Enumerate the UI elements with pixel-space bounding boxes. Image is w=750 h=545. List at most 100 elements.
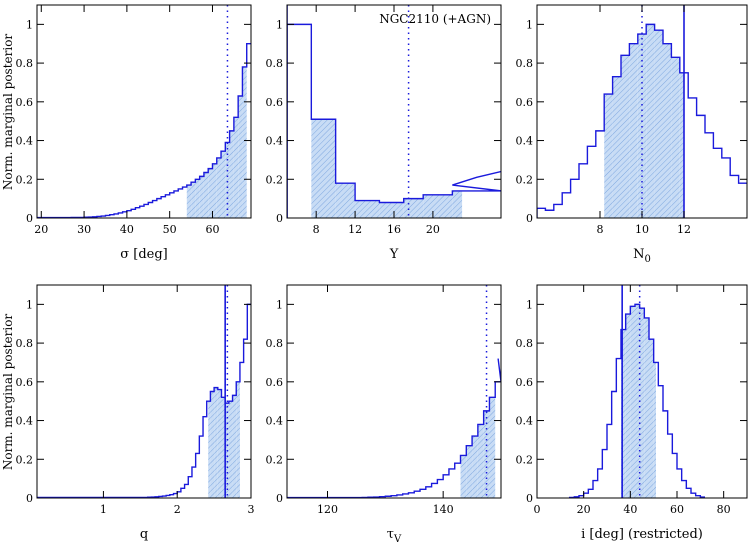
- y-tick-label: 1: [26, 298, 33, 311]
- x-tick-label: 140: [433, 503, 454, 516]
- panel-annotation: NGC2110 (+AGN): [379, 12, 491, 26]
- y-tick-label: 1: [526, 298, 533, 311]
- y-tick-label: 0.4: [16, 415, 34, 428]
- y-tick-label: 0: [526, 492, 533, 505]
- x-tick-label: 3: [248, 503, 255, 516]
- y-tick-label: 1: [276, 18, 283, 31]
- shaded-region: [635, 304, 640, 498]
- x-tick-label: 16: [387, 223, 401, 236]
- x-axis-label-main: N: [633, 247, 644, 262]
- x-tick-label: 60: [670, 503, 684, 516]
- shaded-region: [221, 397, 226, 498]
- y-tick-label: 1: [526, 18, 533, 31]
- shaded-region: [649, 339, 654, 498]
- y-tick-label: 0.8: [16, 337, 34, 350]
- axes-frame: [36, 284, 252, 499]
- shaded-region: [212, 163, 217, 218]
- panel-2: 8 12 16 20 0 0.2 0.4 0.6 0.8 1 Y NGC2110 (+AGN): [266, 4, 502, 262]
- x-tick-label: 50: [163, 223, 177, 236]
- y-tick-label: 0.2: [16, 173, 34, 186]
- y-tick-label: 0.4: [516, 135, 534, 148]
- shaded-region: [199, 176, 204, 218]
- x-tick-label: 8: [313, 223, 320, 236]
- x-axis-label: τV: [387, 527, 402, 545]
- shaded-region: [489, 397, 496, 498]
- shaded-region: [195, 179, 200, 218]
- shaded-region: [663, 43, 672, 218]
- y-tick-label: 0.6: [516, 376, 534, 389]
- shaded-region: [644, 317, 649, 498]
- axes-frame: [36, 4, 252, 219]
- shaded-region: [472, 436, 478, 498]
- shaded-region: [654, 30, 663, 218]
- shaded-region: [483, 410, 490, 498]
- shaded-region: [208, 401, 211, 498]
- x-tick-label: 120: [317, 503, 338, 516]
- shaded-region: [217, 389, 222, 498]
- plot-area: [37, 285, 251, 498]
- shaded-region: [355, 200, 380, 218]
- y-tick-label: 0.8: [516, 57, 534, 70]
- x-tick-label: 12: [348, 223, 362, 236]
- x-tick-label: 30: [77, 223, 91, 236]
- shaded-region: [228, 401, 233, 498]
- x-tick-label: 20: [34, 223, 48, 236]
- shaded-region: [621, 55, 630, 218]
- axes-frame: [536, 284, 748, 499]
- x-tick-label: 1: [100, 503, 107, 516]
- y-tick-label: 0.2: [516, 173, 534, 186]
- y-tick-label: 0.2: [516, 453, 534, 466]
- y-tick-label: 0.2: [16, 453, 34, 466]
- y-tick-label: 0.4: [516, 415, 534, 428]
- shaded-region: [604, 94, 613, 218]
- y-tick-label: 1: [26, 18, 33, 31]
- shaded-region: [233, 117, 239, 218]
- y-tick-label: 0.4: [266, 415, 284, 428]
- shaded-region: [238, 96, 243, 218]
- posterior-histogram: [37, 303, 251, 498]
- shaded-region: [630, 306, 635, 498]
- shaded-region: [423, 194, 453, 218]
- y-tick-label: 0.4: [266, 135, 284, 148]
- shaded-region: [477, 424, 484, 498]
- y-tick-label: 0.6: [16, 96, 34, 109]
- panel-4: 1 2 3 0 0.2 0.4 0.6 0.8 1 q: [16, 284, 255, 542]
- x-axis-label: i [deg] (restricted): [581, 527, 703, 542]
- y-tick-label: 0.8: [516, 337, 534, 350]
- y-tick-label: 0.6: [516, 96, 534, 109]
- y-tick-label: 0: [526, 212, 533, 225]
- plot-area: [37, 5, 251, 218]
- axes-frame: [286, 284, 502, 499]
- y-tick-label: 0: [26, 212, 33, 225]
- x-axis-label-main: τ: [387, 527, 394, 542]
- y-tick-label: 0.6: [266, 96, 284, 109]
- shaded-region: [229, 130, 234, 218]
- shaded-region: [646, 24, 655, 218]
- shaded-region: [225, 142, 230, 218]
- y-axis-label-bottom: Norm. marginal posterior: [1, 314, 15, 471]
- x-tick-label: 20: [577, 503, 591, 516]
- y-tick-label: 0: [26, 492, 33, 505]
- shaded-region: [379, 202, 404, 218]
- shaded-region: [466, 445, 473, 498]
- shaded-region: [639, 308, 645, 498]
- x-tick-label: 40: [623, 503, 637, 516]
- shaded-region: [460, 455, 467, 498]
- panel-5: 120 140 0 0.2 0.4 0.6 0.8 1 τV: [266, 284, 502, 545]
- x-tick-label: 0: [534, 503, 541, 516]
- shaded-region: [335, 183, 356, 218]
- shaded-region: [216, 157, 222, 218]
- y-tick-label: 0: [276, 492, 283, 505]
- posterior-histogram: [568, 303, 705, 498]
- x-axis-label-sub: V: [393, 534, 402, 545]
- shaded-region: [612, 76, 621, 218]
- y-tick-label: 0.8: [266, 337, 284, 350]
- x-axis-label: σ [deg]: [120, 247, 168, 262]
- shaded-region: [191, 182, 196, 218]
- plot-area: [537, 5, 747, 218]
- y-axis-label-top: Norm. marginal posterior: [1, 34, 15, 191]
- y-tick-label: 0.8: [266, 57, 284, 70]
- shaded-region: [203, 172, 209, 218]
- plot-area: [287, 285, 501, 498]
